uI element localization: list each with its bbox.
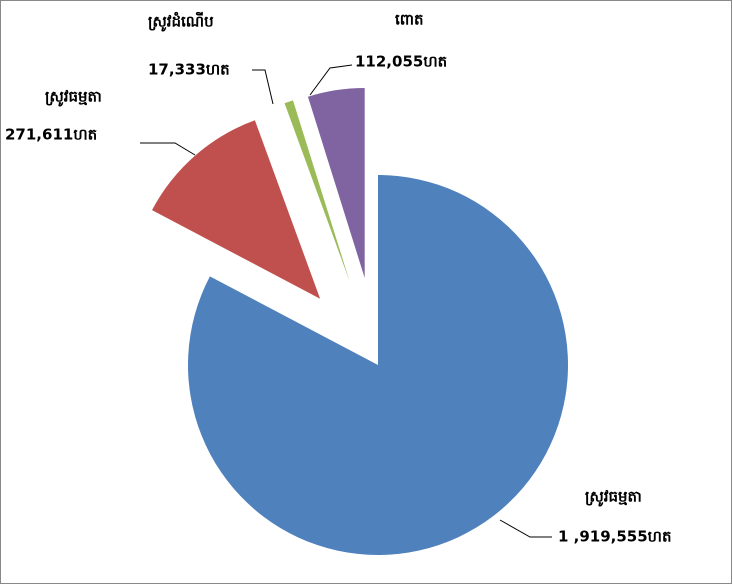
category-label: ស្រូវធម្មតា [45,88,102,108]
pie-slice [284,100,350,282]
pie-slice [307,88,365,279]
pie-slice [152,120,321,299]
category-label: ស្រូវដំណើប [148,12,214,33]
leader-line [499,519,552,538]
category-label: ស្រូវធម្មតា [585,488,642,508]
value-label: 1 ,919,555ហត [558,528,671,546]
leader-line [140,142,196,156]
pie-slice [187,175,568,555]
value-label: 271,611ហត [5,126,97,144]
value-label: 17,333ហត [148,61,230,79]
category-label: ពោត [395,11,424,29]
value-label: 112,055ហត [355,53,447,71]
leader-line [309,64,353,96]
leader-line [252,69,274,105]
